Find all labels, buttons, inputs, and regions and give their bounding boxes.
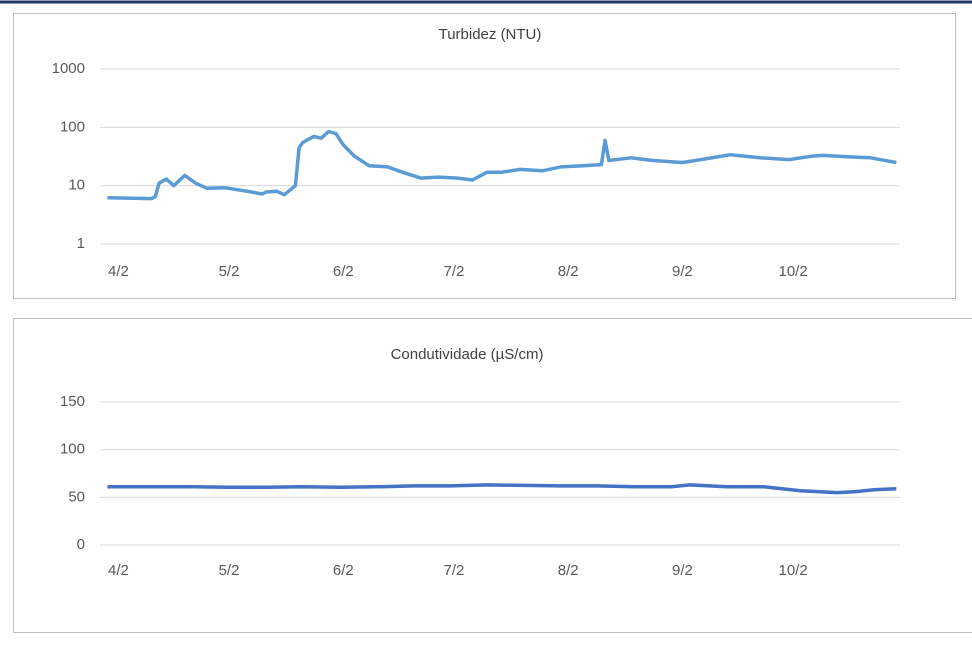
- data-line: [107, 483, 897, 495]
- y-tick-label: 100: [60, 118, 85, 135]
- y-tick-label: 150: [60, 393, 85, 410]
- x-tick-label: 10/2: [778, 562, 807, 579]
- y-tick-label: 10: [68, 177, 85, 194]
- x-tick-label: 7/2: [443, 562, 464, 579]
- x-tick-label: 4/2: [108, 263, 129, 280]
- x-tick-label: 10/2: [778, 263, 807, 280]
- data-line: [107, 129, 897, 201]
- y-tick-label: 100: [60, 441, 85, 458]
- y-tick-label: 1: [77, 235, 85, 252]
- chart-title: Turbidez (NTU): [439, 26, 542, 43]
- x-tick-label: 9/2: [672, 562, 693, 579]
- chart-title: Condutividade (µS/cm): [391, 346, 544, 363]
- x-tick-label: 8/2: [558, 263, 579, 280]
- y-tick-label: 1000: [52, 60, 85, 77]
- x-tick-label: 5/2: [219, 562, 240, 579]
- x-tick-label: 4/2: [108, 562, 129, 579]
- x-tick-label: 5/2: [219, 263, 240, 280]
- y-tick-label: 0: [77, 536, 85, 553]
- chart-frame: [13, 318, 972, 633]
- chart-frame: [13, 13, 956, 299]
- y-tick-label: 50: [68, 488, 85, 505]
- x-tick-label: 7/2: [443, 263, 464, 280]
- x-tick-label: 9/2: [672, 263, 693, 280]
- x-tick-label: 8/2: [558, 562, 579, 579]
- x-tick-label: 6/2: [333, 263, 354, 280]
- x-tick-label: 6/2: [333, 562, 354, 579]
